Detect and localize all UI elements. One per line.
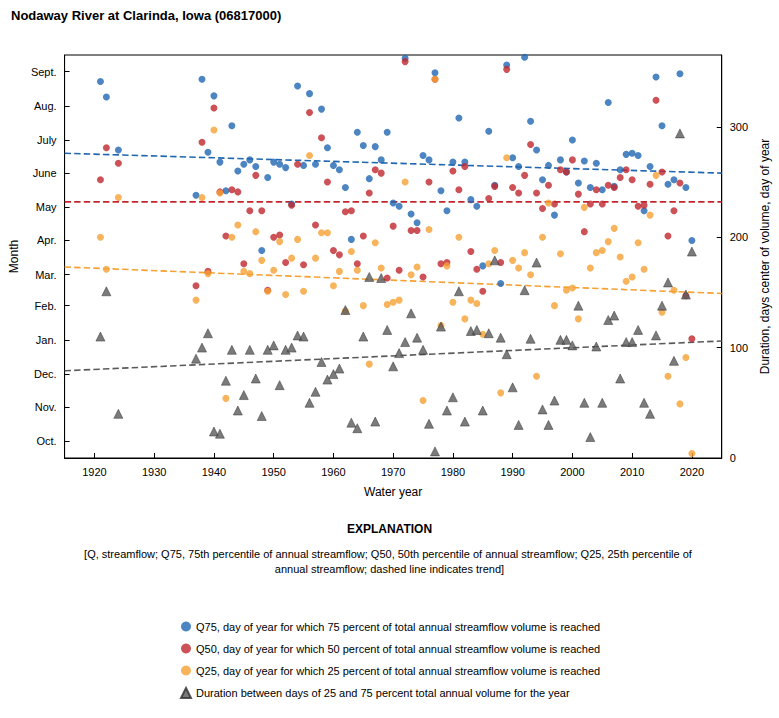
svg-text:June: June xyxy=(33,167,57,179)
svg-text:Oct.: Oct. xyxy=(36,435,56,447)
svg-text:1970: 1970 xyxy=(381,466,405,478)
svg-text:2020: 2020 xyxy=(680,466,704,478)
svg-text:Nov.: Nov. xyxy=(35,401,57,413)
svg-text:1990: 1990 xyxy=(500,466,524,478)
svg-text:Dec.: Dec. xyxy=(34,368,57,380)
svg-text:300: 300 xyxy=(730,121,748,133)
svg-text:Q50, day of year for which 50: Q50, day of year for which 50 percent of… xyxy=(196,643,600,655)
svg-text:1950: 1950 xyxy=(261,466,285,478)
svg-text:Q25, day of year for which 25: Q25, day of year for which 25 percent of… xyxy=(196,665,600,677)
svg-text:Aug.: Aug. xyxy=(34,100,57,112)
svg-text:1980: 1980 xyxy=(441,466,465,478)
svg-text:Feb.: Feb. xyxy=(35,300,57,312)
svg-text:EXPLANATION: EXPLANATION xyxy=(347,522,432,536)
svg-text:200: 200 xyxy=(730,231,748,243)
svg-text:2010: 2010 xyxy=(620,466,644,478)
svg-text:Duration between days of 25 an: Duration between days of 25 and 75 perce… xyxy=(196,687,570,699)
svg-text:1930: 1930 xyxy=(142,466,166,478)
svg-text:100: 100 xyxy=(730,342,748,354)
svg-text:1960: 1960 xyxy=(321,466,345,478)
svg-text:July: July xyxy=(37,134,57,146)
svg-text:1920: 1920 xyxy=(82,466,106,478)
svg-text:Jan.: Jan. xyxy=(36,334,57,346)
svg-text:Sept.: Sept. xyxy=(31,66,57,78)
svg-text:Water year: Water year xyxy=(364,485,422,499)
svg-text:Q75, day of year for which 75: Q75, day of year for which 75 percent of… xyxy=(196,621,600,633)
svg-text:Duration, days center of volum: Duration, days center of volume, day of … xyxy=(758,139,772,374)
svg-text:Mar.: Mar. xyxy=(35,269,56,281)
svg-text:annual streamflow; dashed line: annual streamflow; dashed line indicates… xyxy=(275,563,504,575)
svg-text:1940: 1940 xyxy=(202,466,226,478)
svg-text:0: 0 xyxy=(730,452,736,464)
svg-text:[Q, streamflow; Q75, 75th perc: [Q, streamflow; Q75, 75th percentile of … xyxy=(84,548,695,560)
svg-text:Nodaway River at Clarinda, Iow: Nodaway River at Clarinda, Iowa (0681700… xyxy=(11,8,281,23)
svg-text:Month: Month xyxy=(7,240,21,273)
svg-text:2000: 2000 xyxy=(560,466,584,478)
svg-text:Apr.: Apr. xyxy=(37,234,57,246)
svg-text:May: May xyxy=(36,201,57,213)
